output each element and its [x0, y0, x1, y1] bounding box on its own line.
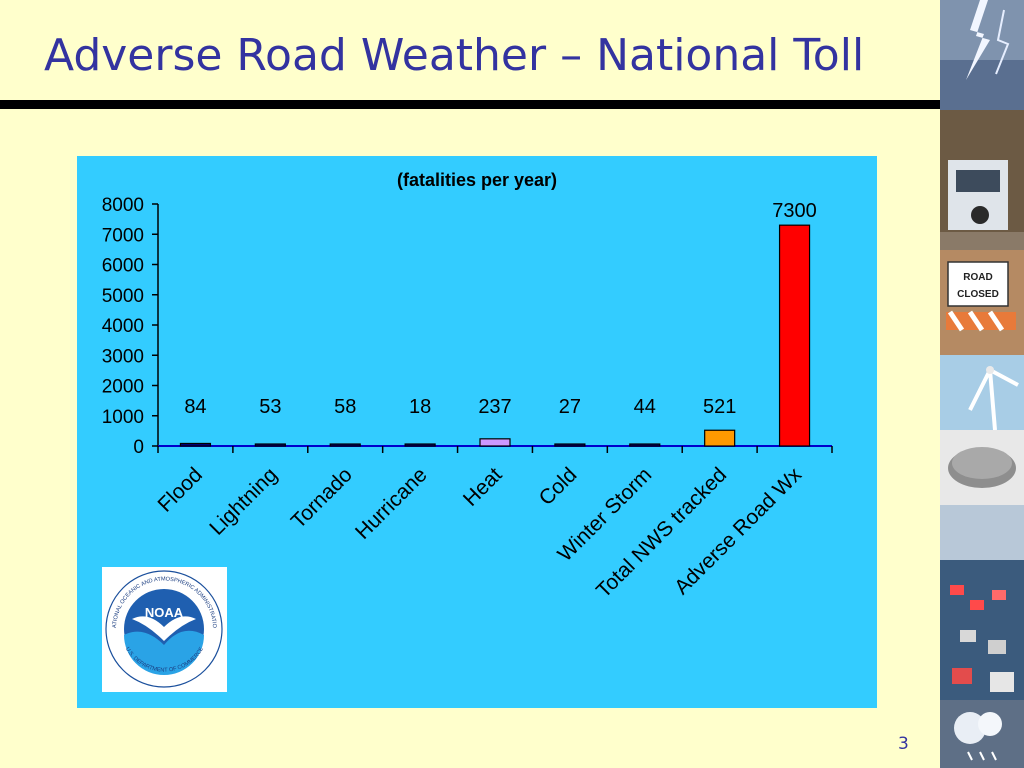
- y-tick-label: 4000: [102, 316, 144, 337]
- y-tick-label: 6000: [102, 256, 144, 277]
- chart-subtitle: (fatalities per year): [397, 170, 557, 190]
- road-sign-text-1: ROAD: [963, 272, 992, 283]
- bar-total-nws-tracked: [704, 429, 736, 447]
- data-label: 58: [334, 396, 356, 418]
- slide-title: Adverse Road Weather – National Toll: [44, 30, 865, 81]
- logo-name-text: NOAA: [145, 605, 184, 620]
- bar-lightning: [254, 443, 286, 447]
- data-label: 521: [703, 396, 736, 418]
- lightning-photo: [940, 0, 1024, 110]
- truck-photo: [940, 110, 1024, 250]
- slide-number: 3: [898, 734, 909, 754]
- bar-tornado: [329, 443, 361, 447]
- x-category-label: Total NWS tracked: [592, 463, 731, 602]
- weather-icons-photo: [940, 700, 1024, 768]
- bar-heat: [479, 438, 511, 447]
- data-label: 53: [259, 396, 281, 418]
- y-tick-label: 0: [133, 437, 144, 458]
- x-category-label: Hurricane: [351, 463, 432, 544]
- x-category-label: Heat: [459, 463, 507, 511]
- bar-winter-storm: [629, 443, 661, 447]
- noaa-logo: NOAA NATIONAL OCEANIC AND ATMOSPHERIC AD…: [100, 563, 227, 692]
- title-divider: [0, 100, 943, 109]
- wind-turbine-photo: [940, 355, 1024, 431]
- x-category-label: Flood: [154, 463, 207, 516]
- x-category-label: Lightning: [205, 463, 282, 540]
- y-tick-label: 7000: [102, 225, 144, 246]
- y-tick-label: 5000: [102, 286, 144, 307]
- bar-hurricane: [404, 443, 436, 447]
- bar-cold: [554, 443, 586, 447]
- y-tick-label: 8000: [102, 195, 144, 216]
- data-label: 18: [409, 396, 431, 418]
- bar-chart: (fatalities per year) 0 1000 2000 3000 4000 50…: [102, 170, 833, 602]
- y-tick-label: 2000: [102, 377, 144, 398]
- x-category-label: Tornado: [287, 463, 357, 533]
- pavement-sensor-photo: [940, 430, 1024, 505]
- data-label: 7300: [772, 200, 817, 222]
- y-tick-label: 1000: [102, 407, 144, 428]
- road-closed-sign: ROAD CLOSED: [940, 250, 1024, 355]
- weather-image-strip: ROAD CLOSED: [940, 0, 1024, 768]
- x-category-label: Cold: [535, 463, 582, 510]
- bar-flood: [179, 442, 212, 447]
- traffic-photo: [940, 505, 1024, 700]
- data-label: 27: [559, 396, 581, 418]
- data-label: 44: [634, 396, 656, 418]
- data-label: 237: [478, 396, 511, 418]
- road-sign-text-2: CLOSED: [957, 289, 999, 300]
- bar-adverse-road-wx: [778, 224, 811, 447]
- data-label: 84: [184, 396, 206, 418]
- x-category-label: Adverse Road Wx: [670, 463, 806, 599]
- y-tick-label: 3000: [102, 346, 144, 367]
